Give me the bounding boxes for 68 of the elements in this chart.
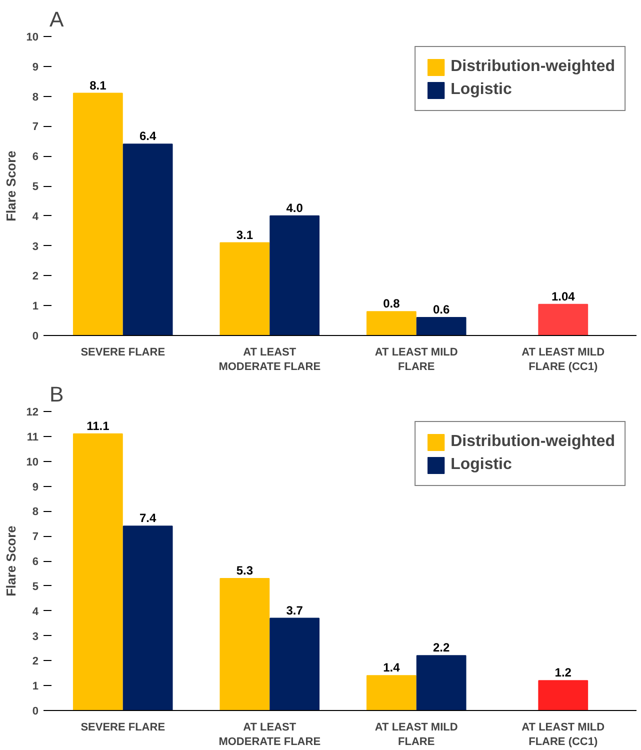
- legend-label: Logistic: [450, 81, 512, 99]
- chart-title: B: [50, 382, 64, 406]
- y-tick-label: 8: [32, 506, 39, 518]
- y-tick-label: 7: [32, 121, 39, 134]
- bar: [72, 92, 123, 336]
- y-axis-title: Flare Score: [3, 150, 18, 222]
- y-tick-label: 2: [32, 656, 39, 668]
- y-tick-label: 5: [32, 580, 39, 593]
- x-tick-label: AT LEAST MODERATE FLARE: [218, 722, 321, 748]
- data-label: 3.7: [286, 603, 304, 618]
- y-tick-label: 9: [32, 481, 39, 494]
- y-tick-label: 5: [32, 181, 39, 193]
- legend-label: Distribution-weighted: [450, 433, 615, 451]
- bar: [416, 317, 466, 336]
- y-tick-label: 0: [32, 330, 39, 342]
- data-label: 4.0: [286, 200, 304, 215]
- bar: [416, 655, 466, 710]
- y-tick-label: 3: [32, 240, 39, 253]
- x-tick-label: AT LEAST MILD FLARE: [374, 722, 458, 748]
- data-label: 11.1: [86, 418, 110, 433]
- x-tick-label: AT LEAST MILD FLARE (CC1): [522, 346, 605, 373]
- y-tick-label: 3: [32, 630, 39, 643]
- bar: [122, 144, 173, 336]
- bar: [220, 578, 270, 710]
- data-label: 1.4: [383, 660, 400, 675]
- y-tick-label: 12: [26, 406, 39, 418]
- chart-title: A: [50, 8, 64, 32]
- data-label: 7.4: [139, 511, 156, 526]
- x-tick-label: SEVERE FLARE: [80, 346, 166, 358]
- y-tick-label: 1: [32, 300, 39, 313]
- y-tick-label: 9: [32, 61, 39, 74]
- bar: [366, 311, 416, 336]
- x-tick-label: AT LEAST MILD FLARE: [374, 346, 458, 373]
- data-label: 3.1: [236, 228, 254, 242]
- bar: [72, 433, 123, 710]
- data-label: 2.2: [432, 640, 450, 655]
- y-axis-title: Flare Score: [3, 526, 18, 596]
- y-tick-label: 6: [32, 151, 39, 164]
- y-tick-label: 6: [32, 556, 39, 568]
- y-tick-label: 10: [26, 32, 39, 44]
- data-label: 0.8: [383, 296, 400, 311]
- y-tick-label: 1: [32, 680, 39, 693]
- data-label: 0.6: [432, 302, 450, 317]
- bar: [366, 675, 416, 710]
- x-tick-label: SEVERE FLARE: [80, 722, 166, 734]
- bar: [220, 242, 270, 336]
- data-label: 5.3: [236, 563, 254, 578]
- y-tick-label: 0: [32, 706, 39, 718]
- y-tick-label: 11: [26, 431, 39, 444]
- y-tick-label: 4: [32, 210, 40, 223]
- x-tick-label: AT LEAST MODERATE FLARE: [218, 346, 321, 373]
- data-label: 1.04: [551, 289, 576, 304]
- bar: [270, 618, 320, 710]
- data-label: 8.1: [90, 78, 107, 92]
- y-tick-label: 2: [32, 270, 39, 283]
- data-label: 6.4: [139, 129, 156, 144]
- bar: [538, 304, 588, 336]
- x-tick-label: AT LEAST MILD FLARE (CC1): [522, 722, 605, 748]
- y-tick-label: 4: [32, 606, 40, 618]
- y-tick-label: 7: [32, 531, 39, 544]
- y-tick-label: 10: [26, 456, 39, 468]
- bar: [122, 526, 173, 710]
- bar: [538, 680, 588, 710]
- legend-label: Logistic: [450, 456, 512, 474]
- data-label: 1.2: [554, 666, 572, 680]
- bar: [270, 215, 320, 336]
- y-tick-label: 8: [32, 91, 39, 104]
- legend-label: Distribution-weighted: [450, 58, 615, 76]
